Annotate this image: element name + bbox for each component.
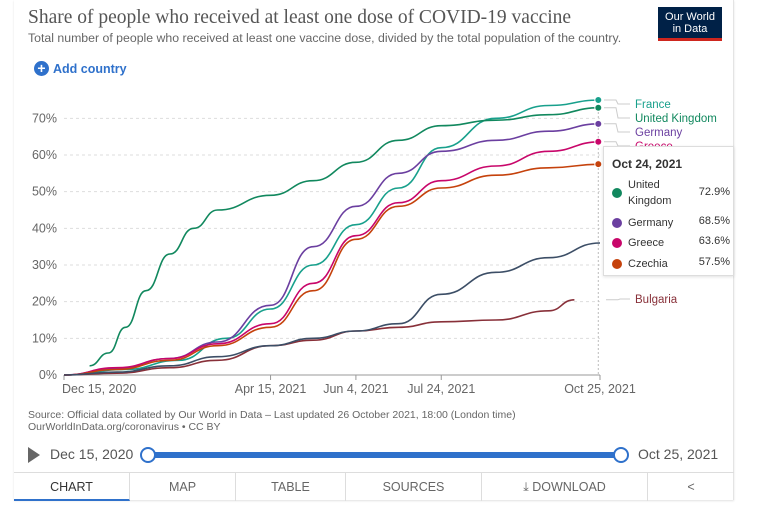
- tooltip-row: Germany 68.5%: [612, 215, 730, 231]
- share-icon: <: [687, 480, 695, 494]
- x-tick-label: Apr 15, 2021: [235, 382, 307, 396]
- grid-lines: [64, 117, 600, 376]
- hover-dot: [594, 96, 603, 104]
- timeline-track[interactable]: [148, 452, 621, 458]
- series-line: [63, 299, 575, 376]
- tooltip-series-value: 68.5%: [698, 215, 730, 227]
- timeline-start-label: Dec 15, 2020: [50, 446, 134, 462]
- add-country-label: Add country: [53, 61, 127, 76]
- leader-line: [604, 99, 630, 105]
- series-lines: [63, 99, 601, 376]
- end-label: France: [635, 99, 671, 111]
- leader-line: [604, 123, 630, 133]
- hover-dot: [594, 137, 603, 146]
- series-line: [89, 106, 601, 367]
- tooltip-series-value: 57.5%: [698, 256, 730, 268]
- tooltip-series-value: 72.9%: [698, 186, 730, 198]
- y-tick-label: 20%: [32, 295, 57, 309]
- x-tick-label: Jul 24, 2021: [407, 382, 475, 396]
- end-label: United Kingdom: [635, 113, 717, 125]
- series-dot-icon: [612, 238, 622, 248]
- series-dot-icon: [612, 259, 622, 269]
- timeline-end-handle[interactable]: [613, 447, 629, 463]
- tab-table[interactable]: TABLE: [236, 473, 346, 501]
- play-icon[interactable]: [28, 447, 40, 463]
- logo-line-2: in Data: [672, 23, 708, 35]
- tooltip-row: Greece 63.6%: [612, 235, 730, 251]
- chart-title: Share of people who received at least on…: [28, 7, 572, 28]
- chart-subtitle: Total number of people who received at l…: [28, 31, 622, 45]
- x-tick-label: Dec 15, 2020: [62, 382, 136, 396]
- tooltip-row: United Kingdom 72.9%: [612, 177, 730, 207]
- tooltip-series-value: 63.6%: [698, 235, 730, 247]
- y-tick-label: 10%: [32, 331, 57, 345]
- series-line: [63, 163, 601, 376]
- source-note: Source: Official data collated by Our Wo…: [28, 409, 516, 433]
- hover-dot: [594, 160, 603, 169]
- tab-sources[interactable]: SOURCES: [346, 473, 482, 501]
- y-tick-label: 60%: [32, 148, 57, 162]
- tooltip: Oct 24, 2021 United Kingdom 72.9% German…: [603, 146, 734, 276]
- leader-line: [606, 298, 630, 301]
- y-tick-label: 30%: [32, 258, 57, 272]
- tooltip-series-name: Germany: [628, 217, 674, 229]
- tooltip-series-name: Greece: [628, 237, 665, 249]
- plus-icon: +: [34, 61, 49, 76]
- series-dot-icon: [612, 218, 622, 228]
- tab-map[interactable]: MAP: [130, 473, 236, 501]
- tooltip-series-name: Czechia: [628, 258, 668, 270]
- leader-line: [604, 107, 630, 119]
- hover-marker: [594, 96, 603, 375]
- download-label: DOWNLOAD: [532, 480, 606, 494]
- tab-download[interactable]: ⤓ DOWNLOAD: [482, 473, 648, 501]
- series-line: [63, 141, 601, 376]
- x-axis-ticks: Dec 15, 2020 Apr 15, 2021 Jun 4, 2021 Jul 2…: [62, 375, 636, 396]
- y-tick-label: 0%: [39, 368, 57, 382]
- end-label: Germany: [635, 127, 683, 139]
- owid-logo[interactable]: Our World in Data: [658, 7, 722, 41]
- x-tick-label: Oct 25, 2021: [564, 382, 636, 396]
- tooltip-date: Oct 24, 2021: [612, 157, 683, 171]
- timeline: Dec 15, 2020 Oct 25, 2021: [28, 444, 728, 466]
- timeline-start-handle[interactable]: [140, 447, 156, 463]
- y-axis-ticks: 0% 10% 20% 30% 40% 50% 60% 70%: [32, 111, 57, 382]
- y-tick-label: 40%: [32, 221, 57, 235]
- download-icon: ⤓: [523, 480, 533, 494]
- hover-dot: [594, 119, 603, 128]
- share-button[interactable]: <: [648, 473, 734, 501]
- y-tick-label: 70%: [32, 111, 57, 125]
- source-line-2: OurWorldInData.org/coronavirus • CC BY: [28, 421, 221, 433]
- series-line: [63, 99, 601, 376]
- x-tick-label: Jun 4, 2021: [323, 382, 388, 396]
- series-line: [63, 242, 601, 376]
- timeline-end-label: Oct 25, 2021: [638, 446, 719, 462]
- end-label: Bulgaria: [635, 294, 678, 306]
- hover-dot: [594, 103, 603, 112]
- tooltip-row: Czechia 57.5%: [612, 256, 730, 272]
- add-country-button[interactable]: + Add country: [34, 61, 127, 76]
- y-tick-label: 50%: [32, 185, 57, 199]
- logo-line-1: Our World: [665, 11, 715, 23]
- tab-bar: CHART MAP TABLE SOURCES ⤓ DOWNLOAD <: [14, 472, 734, 501]
- tooltip-series-name: United Kingdom: [628, 179, 672, 207]
- series-dot-icon: [612, 188, 622, 198]
- tab-chart[interactable]: CHART: [14, 473, 130, 501]
- source-line-1: Source: Official data collated by Our Wo…: [28, 409, 516, 421]
